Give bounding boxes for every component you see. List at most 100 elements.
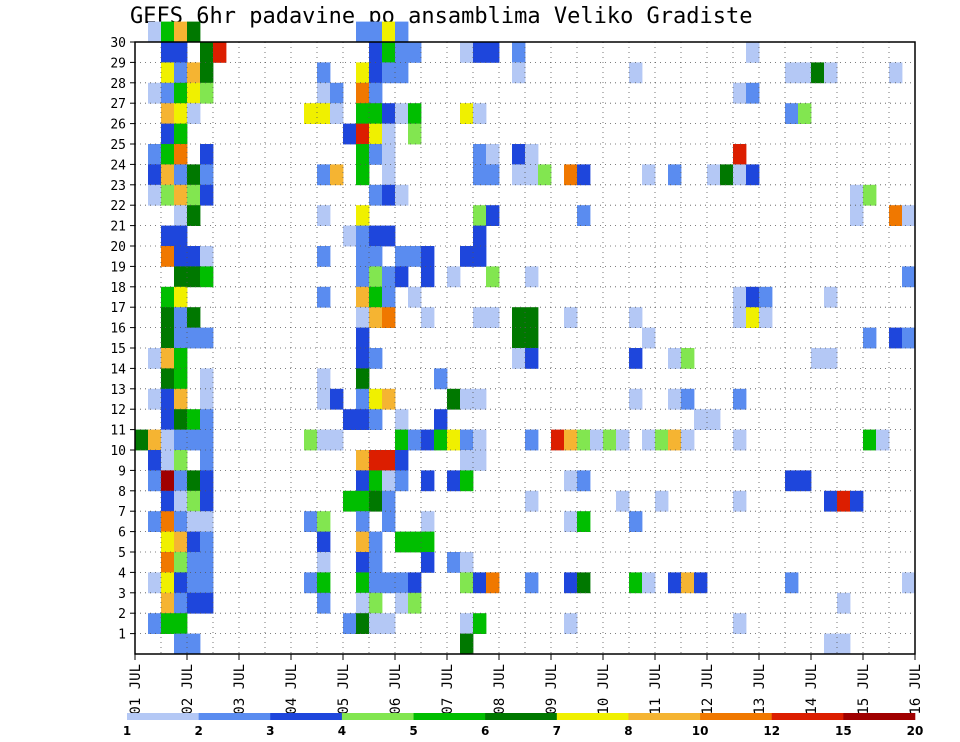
heatmap-cell (512, 62, 526, 84)
heatmap-cell (187, 307, 201, 328)
heatmap-cell (642, 429, 656, 451)
heatmap-cell (525, 144, 539, 165)
heatmap-cell (408, 123, 422, 145)
heatmap-cell (148, 511, 162, 532)
y-tick-label: 30 (110, 36, 126, 51)
heatmap-cell (187, 164, 201, 186)
heatmap-cell (317, 368, 331, 390)
heatmap-cell (161, 511, 175, 532)
heatmap-cell (161, 368, 175, 390)
heatmap-cell (317, 552, 331, 573)
heatmap-cell (161, 592, 175, 614)
y-tick-label: 2 (118, 607, 126, 622)
heatmap-cell (174, 592, 188, 614)
x-tick-labels: 01 JUL 02 JUL 03 JUL 04 JUL 05 JUL 06 JUL 07 J… (128, 664, 924, 715)
heatmap-cell (174, 470, 188, 492)
heatmap-cell (148, 348, 162, 369)
heatmap-cell (161, 286, 175, 308)
heatmap-cell (200, 42, 214, 63)
heatmap-cell (135, 429, 149, 451)
heatmap-cell (200, 511, 214, 532)
heatmap-cell (395, 266, 409, 288)
heatmap-cell (408, 572, 422, 594)
heatmap-cell (902, 266, 916, 288)
heatmap-cell (408, 286, 422, 308)
heatmap-cell (577, 164, 591, 186)
heatmap-cell (668, 429, 682, 451)
heatmap-cell (343, 409, 357, 430)
heatmap-cell (187, 409, 201, 430)
heatmap-cell (369, 307, 383, 328)
heatmap-cell (356, 368, 370, 390)
heatmap-cell (382, 511, 396, 532)
heatmap-cell (356, 327, 370, 349)
colorbar-label: 3 (266, 724, 274, 738)
colorbar-swatch (127, 713, 199, 720)
heatmap-cell (629, 572, 643, 594)
y-tick-label: 15 (110, 342, 126, 357)
heatmap-cell (161, 613, 175, 634)
heatmap-cell (421, 246, 435, 267)
heatmap-cell (369, 82, 383, 104)
heatmap-cell (824, 62, 838, 84)
colorbar-swatch (270, 713, 343, 720)
heatmap-cell (512, 144, 526, 165)
y-tick-label: 7 (118, 505, 126, 520)
y-tick-label: 10 (110, 444, 126, 459)
y-tick-label: 21 (110, 220, 126, 235)
heatmap-cell (174, 552, 188, 573)
heatmap-cell (473, 572, 487, 594)
heatmap-cell (473, 103, 487, 124)
heatmap-cell (694, 409, 708, 430)
heatmap-cell (161, 62, 175, 84)
heatmap-cell (486, 266, 500, 288)
colorbar-swatch (198, 713, 271, 720)
y-tick-label: 16 (110, 322, 126, 337)
heatmap-cell (200, 184, 214, 206)
heatmap-cell (200, 450, 214, 471)
heatmap-cell (447, 429, 461, 451)
colorbar-swatch (628, 713, 701, 720)
heatmap-cell (161, 144, 175, 165)
x-tick-label: 02 JUL (180, 664, 196, 715)
x-tick-label: 01 JUL (128, 664, 144, 715)
heatmap-cell (330, 164, 344, 186)
heatmap-cell (187, 531, 201, 553)
heatmap-cell (356, 164, 370, 186)
heatmap-cell (174, 388, 188, 410)
heatmap-cell (174, 123, 188, 145)
heatmap-cell (629, 307, 643, 328)
heatmap-cell (356, 552, 370, 573)
heatmap-cell (460, 103, 474, 124)
heatmap-cell (395, 62, 409, 84)
y-tick-label: 22 (110, 199, 126, 214)
heatmap-cell (408, 103, 422, 124)
heatmap-cell (902, 205, 916, 226)
heatmap-cell (174, 225, 188, 247)
heatmap-cell (525, 266, 539, 288)
heatmap-cell (200, 246, 214, 267)
heatmap-cell (369, 450, 383, 471)
colorbar-label: 2 (194, 724, 202, 738)
heatmap-cell (369, 184, 383, 206)
y-tick-label: 29 (110, 56, 126, 71)
colorbar-label: 12 (763, 724, 780, 738)
heatmap-cell (382, 307, 396, 328)
heatmap-cell (187, 266, 201, 288)
heatmap-cell (174, 511, 188, 532)
heatmap-cell (187, 552, 201, 573)
heatmap-cell (356, 348, 370, 369)
heatmap-cell (629, 62, 643, 84)
heatmap-cell (161, 82, 175, 104)
heatmap-cell (395, 592, 409, 614)
heatmap-cell (733, 164, 747, 186)
heatmap-cell (343, 490, 357, 512)
heatmap-cell (317, 103, 331, 124)
heatmap-cell (681, 429, 695, 451)
heatmap-cell (694, 572, 708, 594)
heatmap-cell (317, 246, 331, 267)
heatmap-cell (174, 103, 188, 124)
heatmap-cell (382, 42, 396, 63)
heatmap-cell (629, 348, 643, 369)
